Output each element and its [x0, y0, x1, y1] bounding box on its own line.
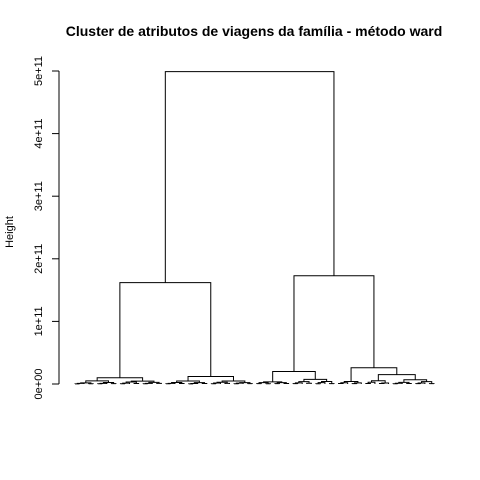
- y-axis-label: Height: [4, 216, 16, 248]
- dendrogram-link-48: [306, 382, 312, 384]
- dendrogram-link-5: [99, 382, 108, 384]
- dendrogram-link-7: [102, 381, 115, 384]
- dendrogram-link-10: [122, 382, 131, 384]
- dendrogram-link-22: [171, 381, 183, 384]
- dendrogram-link-59: [381, 382, 390, 384]
- dendrogram-link-41: [258, 382, 269, 384]
- dendrogram-link-75: [343, 380, 359, 383]
- dendrogram-link-35: [239, 382, 251, 384]
- chart-title: Cluster de atributos de viagens da famíl…: [66, 23, 443, 39]
- dendrogram-link-21: [179, 382, 185, 384]
- y-axis-ticks: 0e+00 1e+11 2e+11 3e+11 4e+11 5e+11: [33, 56, 59, 399]
- dendrogram-link-71: [338, 382, 344, 384]
- dendrogram-link-16: [148, 381, 160, 384]
- dendrogram-link-38: [119, 282, 212, 378]
- dendrogram-link-27: [176, 380, 200, 383]
- dendrogram-link-24: [190, 382, 199, 384]
- dendrogram-link-1: [76, 382, 85, 384]
- y-tick-label-0: 0e+00: [33, 369, 45, 400]
- y-tick-label-1: 1e+11: [33, 306, 45, 336]
- y-tick-label-4: 4e+11: [33, 119, 45, 149]
- dendrogram-tree: [74, 71, 435, 385]
- y-tick-label-3: 3e+11: [33, 181, 45, 211]
- dendrogram-link-63: [406, 382, 412, 384]
- dendrogram-link-36: [221, 380, 246, 383]
- dendrogram-link-30: [224, 382, 231, 384]
- dendrogram-link-56: [365, 382, 371, 384]
- dendrogram-link-26: [193, 382, 206, 384]
- dendrogram-link-15: [156, 382, 162, 384]
- dendrogram-link-37: [187, 375, 234, 382]
- dendrogram-link-25: [201, 382, 208, 384]
- dendrogram-link-55: [272, 370, 316, 382]
- y-tick-label-2: 2e+11: [33, 244, 45, 274]
- dendrogram-link-74: [353, 382, 362, 384]
- dendrogram-link-11: [133, 382, 140, 384]
- dendrogram-link-44: [276, 382, 287, 384]
- dendrogram-link-78: [164, 71, 335, 283]
- dendrogram-link-20: [167, 382, 176, 384]
- dendrogram-link-77: [293, 275, 375, 372]
- y-tick-label-5: 5e+11: [33, 56, 45, 86]
- dendrogram-link-14: [144, 382, 153, 384]
- dendrogram-link-57: [367, 381, 376, 384]
- dendrogram-link-66: [417, 382, 426, 384]
